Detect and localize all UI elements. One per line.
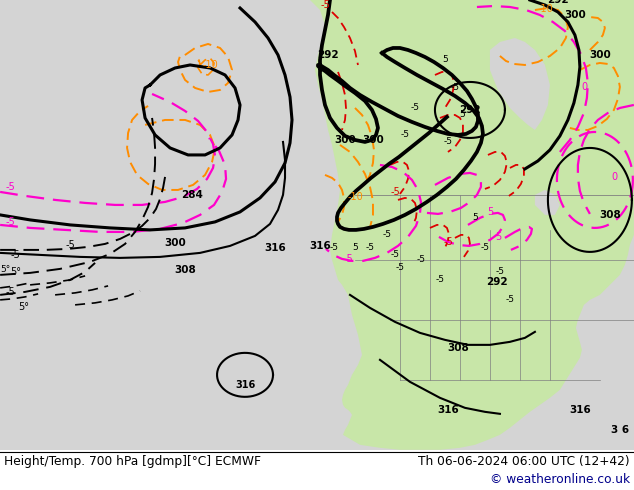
- Text: -5: -5: [401, 130, 410, 140]
- Text: -5: -5: [5, 182, 15, 192]
- Text: 300: 300: [564, 10, 586, 20]
- Text: 316: 316: [569, 405, 591, 415]
- Text: 3 6: 3 6: [611, 425, 629, 435]
- Text: Th 06-06-2024 06:00 UTC (12+42): Th 06-06-2024 06:00 UTC (12+42): [418, 455, 630, 468]
- Text: 308: 308: [174, 265, 196, 275]
- Text: 5: 5: [487, 207, 493, 217]
- Text: 0: 0: [612, 172, 618, 182]
- Text: 5: 5: [352, 244, 358, 252]
- Text: Height/Temp. 700 hPa [gdmp][°C] ECMWF: Height/Temp. 700 hPa [gdmp][°C] ECMWF: [4, 455, 261, 468]
- Text: -5: -5: [495, 268, 505, 276]
- Text: -5: -5: [5, 217, 15, 227]
- Polygon shape: [310, 0, 634, 450]
- Text: 300: 300: [334, 135, 356, 145]
- Polygon shape: [0, 0, 634, 450]
- Text: 292: 292: [547, 0, 569, 5]
- Text: -5: -5: [65, 240, 75, 250]
- Text: 292: 292: [486, 277, 508, 287]
- Text: -5: -5: [391, 250, 399, 259]
- Text: 308: 308: [599, 210, 621, 220]
- Text: 5: 5: [442, 55, 448, 65]
- Text: -5: -5: [365, 244, 375, 252]
- Polygon shape: [490, 38, 550, 130]
- Text: © weatheronline.co.uk: © weatheronline.co.uk: [490, 473, 630, 487]
- Text: 5: 5: [459, 110, 465, 120]
- Text: -5: -5: [410, 103, 420, 113]
- Text: 308: 308: [447, 343, 469, 353]
- Text: 316: 316: [235, 380, 255, 390]
- Text: -5: -5: [505, 295, 514, 304]
- Text: -10: -10: [347, 192, 363, 202]
- Polygon shape: [0, 450, 634, 490]
- Text: -5: -5: [396, 264, 404, 272]
- Text: -5: -5: [5, 287, 15, 297]
- Text: 300: 300: [164, 238, 186, 248]
- Text: -5: -5: [382, 230, 391, 240]
- Text: 0: 0: [582, 82, 588, 92]
- Text: -5: -5: [343, 254, 353, 264]
- Text: -10: -10: [202, 60, 218, 70]
- Text: 5°: 5°: [0, 266, 10, 274]
- Text: 316: 316: [437, 405, 459, 415]
- Text: -5: -5: [417, 255, 425, 265]
- Text: -5: -5: [443, 137, 453, 147]
- Text: 5°: 5°: [10, 267, 21, 277]
- Text: 5: 5: [472, 214, 478, 222]
- Text: -5: -5: [390, 187, 400, 197]
- Text: 316: 316: [309, 241, 331, 251]
- Text: -5: -5: [443, 237, 453, 247]
- Text: 300: 300: [362, 135, 384, 145]
- Text: -10: -10: [537, 4, 553, 14]
- Polygon shape: [535, 190, 560, 215]
- Text: 5: 5: [495, 232, 501, 242]
- Text: -5: -5: [436, 275, 444, 284]
- Text: -5: -5: [330, 244, 339, 252]
- Text: 284: 284: [181, 190, 203, 200]
- Text: -5: -5: [450, 83, 460, 93]
- Text: -5: -5: [481, 244, 489, 252]
- Text: 5°: 5°: [18, 302, 29, 312]
- Text: 316: 316: [264, 243, 286, 253]
- Text: -5: -5: [320, 0, 330, 10]
- Text: 292: 292: [317, 50, 339, 60]
- Text: 300: 300: [589, 50, 611, 60]
- Text: 292: 292: [459, 105, 481, 115]
- Text: -5: -5: [10, 250, 20, 260]
